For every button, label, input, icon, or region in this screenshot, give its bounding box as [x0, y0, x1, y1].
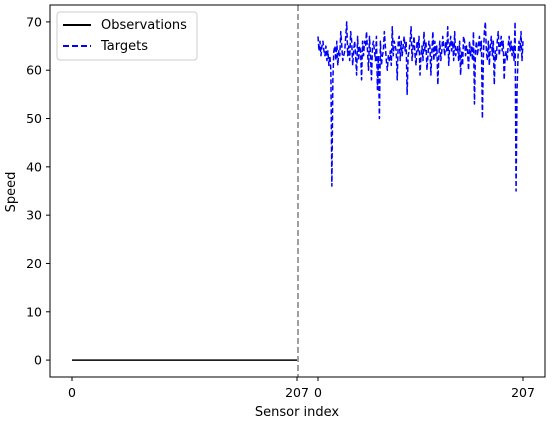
legend-box	[56, 11, 198, 61]
x-tick-label-targets-207: 207	[511, 385, 535, 400]
x-tick-label-observations-0: 0	[68, 385, 76, 400]
legend-label-targets: Targets	[100, 39, 148, 54]
x-tick-label-targets-0: 0	[314, 385, 322, 400]
legend: Observations Targets	[56, 11, 198, 61]
y-axis-label: Speed	[4, 172, 19, 213]
y-tick-label-30: 30	[26, 208, 42, 223]
x-tick-label-observations-207: 207	[285, 385, 309, 400]
y-tick-label-0: 0	[34, 353, 42, 368]
y-tick-label-20: 20	[26, 256, 42, 271]
y-tick-label-70: 70	[26, 14, 42, 29]
y-tick-label-50: 50	[26, 111, 42, 126]
series-line-targets	[317, 21, 524, 192]
y-tick-label-60: 60	[26, 63, 42, 78]
x-axis-label: Sensor index	[255, 405, 340, 420]
y-tick-label-40: 40	[26, 159, 42, 174]
ticks: 0 10 20 30 40 50 60 70 0 207 0 207	[26, 14, 535, 400]
legend-label-observations: Observations	[101, 18, 187, 33]
series-layer	[72, 5, 524, 377]
y-tick-label-10: 10	[26, 304, 42, 319]
